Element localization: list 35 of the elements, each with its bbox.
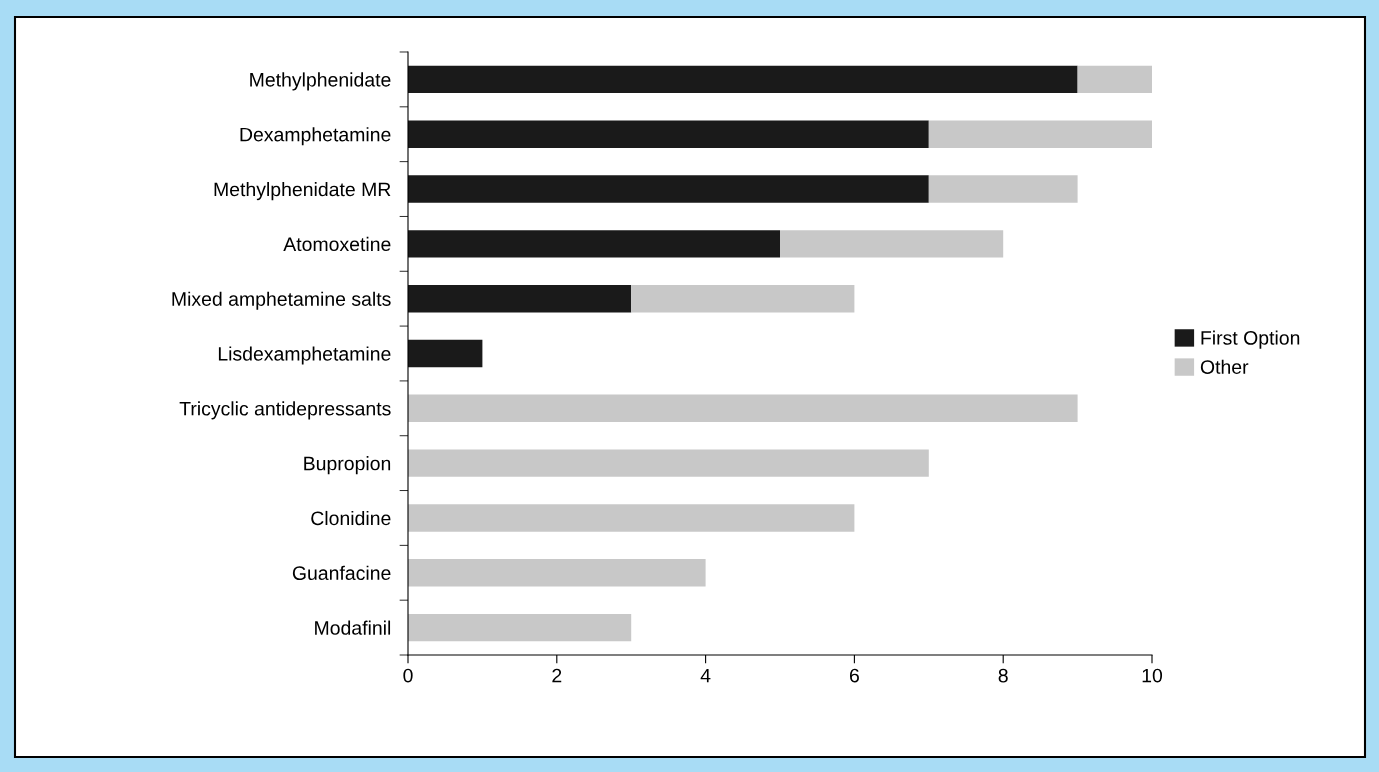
bar [408, 284, 632, 313]
bar [408, 613, 632, 642]
bar [928, 120, 1152, 148]
legend-label: Other [1200, 359, 1249, 374]
y-tick-label: Tricyclic antidepressants [179, 401, 391, 420]
y-tick-label: Clonidine [311, 510, 391, 526]
y-tick-label: Guanfacine [292, 565, 391, 581]
x-tick-label: 6 [849, 668, 859, 683]
legend-label: First Option [1201, 330, 1300, 349]
bar [408, 65, 1078, 94]
y-tick-label: Lisdexamphetamine [218, 346, 391, 365]
bar [1077, 65, 1152, 94]
bar [408, 449, 929, 477]
y-tick-label: Modafinil [315, 620, 391, 635]
bar [780, 230, 1004, 258]
bar [408, 559, 706, 587]
x-tick-label: 10 [1142, 668, 1163, 683]
bar [408, 339, 483, 368]
bar [631, 284, 855, 313]
bar [408, 120, 929, 148]
y-tick-label: Atomoxetine [283, 236, 391, 252]
bar [408, 504, 855, 532]
bar [408, 394, 1078, 423]
y-tick-label: Dexamphetamine [240, 127, 391, 146]
y-tick-label: Methylphenidate [250, 72, 391, 91]
x-tick-label: 4 [700, 668, 711, 683]
y-tick-label: Bupropion [304, 456, 391, 475]
y-tick-label: Methylphenidate MR [214, 182, 391, 201]
bar [928, 175, 1078, 203]
bar [408, 230, 780, 258]
y-tick-label: Mixed amphetamine salts [172, 291, 391, 310]
x-tick-label: 8 [998, 668, 1008, 683]
x-tick-label: 0 [403, 668, 413, 683]
bar [408, 175, 929, 203]
x-tick-label: 2 [552, 668, 562, 683]
